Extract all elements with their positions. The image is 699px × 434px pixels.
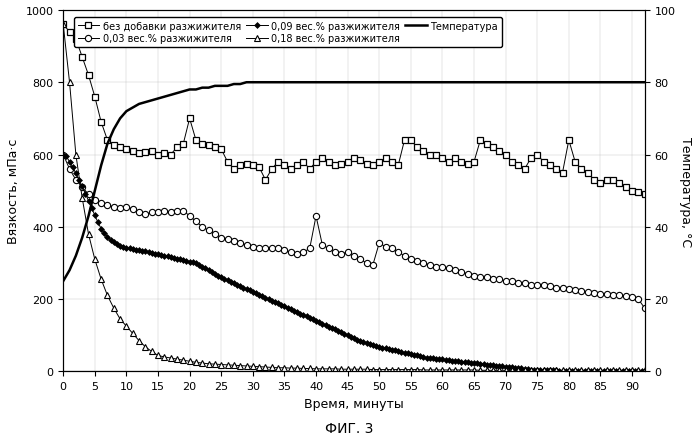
Температура [640, 80, 649, 85]
0,09 вес.% разжижителя [574, 368, 582, 374]
0,18 вес.% разжижителя [135, 338, 143, 343]
0,09 вес.% разжижителя [303, 314, 311, 319]
0,18 вес.% разжижителя [463, 368, 472, 373]
Legend: без добавки разжижителя, 0,03 вес.% разжижителя, 0,09 вес.% разжижителя, 0,18 ве: без добавки разжижителя, 0,03 вес.% разж… [74, 17, 502, 48]
0,09 вес.% разжижителя [640, 368, 649, 374]
0,18 вес.% разжижителя [154, 353, 162, 358]
без добавки разжижителя [350, 156, 358, 161]
0,03 вес.% разжижителя [350, 253, 358, 259]
Line: 0,09 вес.% разжижителя: 0,09 вес.% разжижителя [61, 153, 647, 373]
0,03 вес.% разжижителя [135, 210, 143, 215]
0,03 вес.% разжижителя [463, 272, 472, 277]
0,03 вес.% разжижителя [154, 210, 162, 215]
0,03 вес.% разжижителя [640, 306, 649, 311]
Line: 0,18 вес.% разжижителя: 0,18 вес.% разжижителя [60, 22, 648, 374]
0,18 вес.% разжижителя [179, 358, 187, 363]
Line: 0,03 вес.% разжижителя: 0,03 вес.% разжижителя [60, 152, 648, 312]
Температура [59, 279, 67, 284]
0,09 вес.% разжижителя [540, 368, 548, 373]
Line: без добавки разжижителя: без добавки разжижителя [60, 22, 648, 198]
0,09 вес.% разжижителя [454, 359, 463, 364]
0,18 вес.% разжижителя [59, 23, 67, 28]
0,18 вес.% разжижителя [640, 368, 649, 373]
0,09 вес.% разжижителя [59, 153, 67, 158]
X-axis label: Время, минуты: Время, минуты [304, 397, 404, 410]
0,09 вес.% разжижителя [151, 251, 159, 256]
0,18 вес.% разжижителя [527, 368, 535, 373]
Температура [470, 80, 478, 85]
без добавки разжижителя [135, 151, 143, 156]
Температура [527, 80, 535, 85]
0,03 вес.% разжижителя [179, 208, 187, 214]
Температура [154, 97, 162, 102]
0,18 вес.% разжижителя [350, 367, 358, 372]
Температура [243, 80, 251, 85]
Text: ФИГ. 3: ФИГ. 3 [325, 421, 374, 434]
0,03 вес.% разжижителя [520, 280, 528, 286]
Y-axis label: Температура, °С: Температура, °С [679, 136, 692, 246]
без добавки разжижителя [59, 23, 67, 28]
Y-axis label: Вязкость, мПа·с: Вязкость, мПа·с [7, 138, 20, 244]
0,09 вес.% разжижителя [185, 259, 194, 264]
0,09 вес.% разжижителя [182, 259, 191, 264]
без добавки разжижителя [463, 161, 472, 167]
без добавки разжижителя [640, 192, 649, 197]
Температура [356, 80, 364, 85]
без добавки разжижителя [179, 142, 187, 147]
0,18 вес.% разжижителя [476, 368, 484, 373]
Температура [179, 89, 187, 95]
без добавки разжижителя [154, 153, 162, 158]
без добавки разжижителя [520, 167, 528, 172]
Line: Температура: Температура [63, 83, 644, 281]
0,03 вес.% разжижителя [59, 153, 67, 158]
Температура [135, 102, 143, 107]
